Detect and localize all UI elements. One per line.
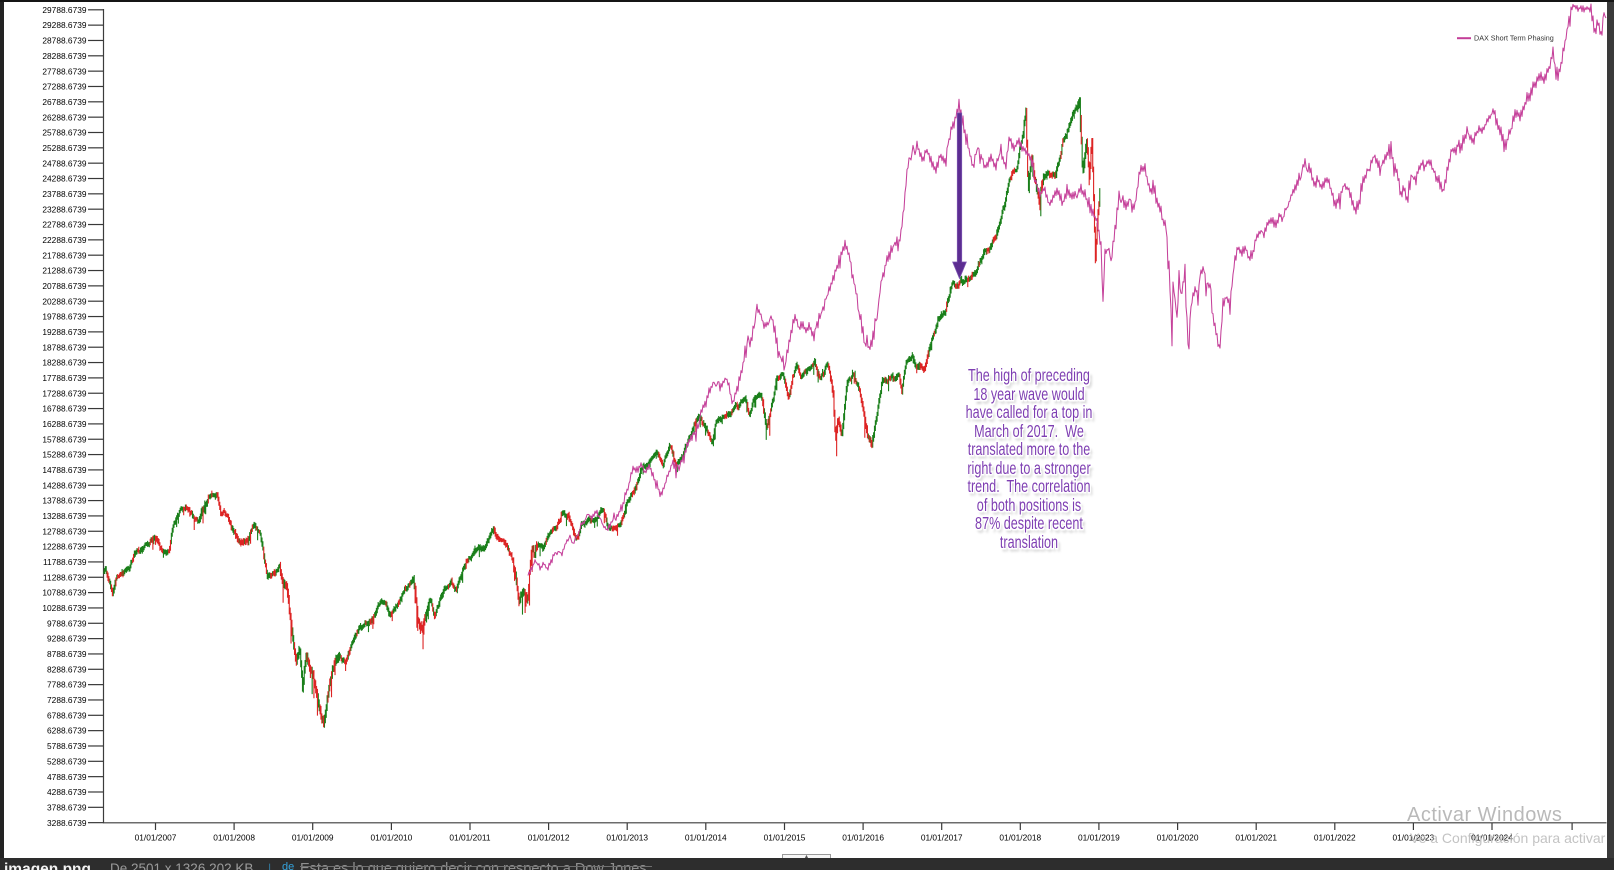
svg-text:12788.6739: 12788.6739 — [42, 526, 86, 536]
svg-text:10288.6739: 10288.6739 — [42, 603, 86, 613]
svg-text:6788.6739: 6788.6739 — [47, 710, 87, 720]
svg-text:14288.6739: 14288.6739 — [42, 480, 86, 490]
svg-text:5288.6739: 5288.6739 — [47, 756, 87, 766]
svg-text:12288.6739: 12288.6739 — [42, 542, 86, 552]
svg-text:9288.6739: 9288.6739 — [47, 634, 87, 644]
svg-text:16788.6739: 16788.6739 — [42, 404, 86, 414]
svg-text:01/01/2022: 01/01/2022 — [1314, 833, 1356, 843]
svg-text:28788.6739: 28788.6739 — [42, 36, 86, 46]
svg-text:5788.6739: 5788.6739 — [47, 741, 87, 751]
svg-text:01/01/2007: 01/01/2007 — [135, 833, 177, 843]
svg-text:01/01/2017: 01/01/2017 — [921, 833, 963, 843]
svg-text:29288.6739: 29288.6739 — [42, 20, 86, 30]
svg-text:24788.6739: 24788.6739 — [42, 158, 86, 168]
svg-text:01/01/2013: 01/01/2013 — [606, 833, 648, 843]
svg-text:01/01/2010: 01/01/2010 — [371, 833, 413, 843]
svg-text:01/01/2023: 01/01/2023 — [1393, 833, 1435, 843]
svg-text:DAX Short Term Phasing: DAX Short Term Phasing — [1474, 34, 1554, 43]
svg-text:18288.6739: 18288.6739 — [42, 358, 86, 368]
svg-text:28288.6739: 28288.6739 — [42, 51, 86, 61]
svg-text:26288.6739: 26288.6739 — [42, 112, 86, 122]
svg-text:01/01/2024: 01/01/2024 — [1471, 833, 1513, 843]
svg-text:27288.6739: 27288.6739 — [42, 82, 86, 92]
svg-text:4788.6739: 4788.6739 — [47, 772, 87, 782]
svg-text:01/01/2016: 01/01/2016 — [842, 833, 884, 843]
svg-text:7288.6739: 7288.6739 — [47, 695, 87, 705]
svg-text:21288.6739: 21288.6739 — [42, 266, 86, 276]
svg-text:01/01/2018: 01/01/2018 — [999, 833, 1041, 843]
svg-text:6288.6739: 6288.6739 — [47, 726, 87, 736]
svg-text:25288.6739: 25288.6739 — [42, 143, 86, 153]
svg-text:01/01/2011: 01/01/2011 — [449, 833, 490, 843]
svg-text:01/01/2009: 01/01/2009 — [292, 833, 334, 843]
svg-text:01/01/2020: 01/01/2020 — [1157, 833, 1199, 843]
svg-text:3788.6739: 3788.6739 — [47, 802, 87, 812]
svg-text:13788.6739: 13788.6739 — [42, 496, 86, 506]
svg-text:9788.6739: 9788.6739 — [47, 618, 87, 628]
svg-text:17288.6739: 17288.6739 — [42, 388, 86, 398]
svg-text:18788.6739: 18788.6739 — [42, 342, 86, 352]
svg-text:23788.6739: 23788.6739 — [42, 189, 86, 199]
svg-text:22288.6739: 22288.6739 — [42, 235, 86, 245]
svg-text:25788.6739: 25788.6739 — [42, 128, 86, 138]
svg-text:19788.6739: 19788.6739 — [42, 312, 86, 322]
svg-text:7788.6739: 7788.6739 — [47, 680, 87, 690]
svg-text:19288.6739: 19288.6739 — [42, 327, 86, 337]
svg-text:29788.6739: 29788.6739 — [42, 5, 86, 15]
svg-text:3288.6739: 3288.6739 — [47, 818, 87, 828]
svg-text:13288.6739: 13288.6739 — [42, 511, 86, 521]
svg-text:14788.6739: 14788.6739 — [42, 465, 86, 475]
svg-text:10788.6739: 10788.6739 — [42, 588, 86, 598]
svg-text:21788.6739: 21788.6739 — [42, 250, 86, 260]
svg-text:24288.6739: 24288.6739 — [42, 174, 86, 184]
svg-text:22788.6739: 22788.6739 — [42, 220, 86, 230]
svg-text:15288.6739: 15288.6739 — [42, 450, 86, 460]
svg-text:01/01/2014: 01/01/2014 — [685, 833, 727, 843]
svg-text:23288.6739: 23288.6739 — [42, 204, 86, 214]
svg-text:8788.6739: 8788.6739 — [47, 649, 87, 659]
svg-text:8288.6739: 8288.6739 — [47, 664, 87, 674]
svg-text:01/01/2019: 01/01/2019 — [1078, 833, 1120, 843]
svg-text:27788.6739: 27788.6739 — [42, 66, 86, 76]
svg-text:20288.6739: 20288.6739 — [42, 296, 86, 306]
svg-text:17788.6739: 17788.6739 — [42, 373, 86, 383]
svg-text:01/01/2021: 01/01/2021 — [1235, 833, 1277, 843]
svg-text:15788.6739: 15788.6739 — [42, 434, 86, 444]
svg-text:4288.6739: 4288.6739 — [47, 787, 87, 797]
svg-text:01/01/2015: 01/01/2015 — [764, 833, 806, 843]
svg-text:16288.6739: 16288.6739 — [42, 419, 86, 429]
svg-text:20788.6739: 20788.6739 — [42, 281, 86, 291]
svg-text:26788.6739: 26788.6739 — [42, 97, 86, 107]
svg-text:01/01/2012: 01/01/2012 — [528, 833, 570, 843]
svg-text:11288.6739: 11288.6739 — [43, 572, 87, 582]
svg-text:11788.6739: 11788.6739 — [43, 557, 87, 567]
svg-text:01/01/2008: 01/01/2008 — [213, 833, 255, 843]
